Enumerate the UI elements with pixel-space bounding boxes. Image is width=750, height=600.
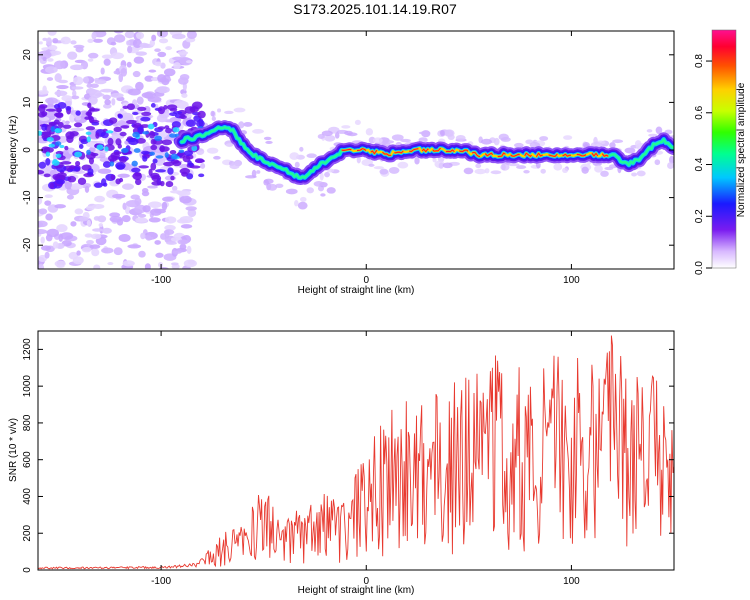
x-tick-label: -100 bbox=[151, 576, 171, 587]
colorbar-tick-label: 0.0 bbox=[694, 261, 705, 275]
y-tick-label: 800 bbox=[22, 414, 33, 431]
x-tick-label: 100 bbox=[563, 275, 580, 286]
y-tick-label: 0 bbox=[22, 567, 33, 573]
y-tick-label: -20 bbox=[22, 238, 33, 253]
y-tick-label: 10 bbox=[22, 96, 33, 108]
colorbar-tick-label: 0.8 bbox=[694, 54, 705, 68]
y-tick-label: -10 bbox=[22, 190, 33, 205]
colorbar-label: Normalized spectral amplitude bbox=[736, 82, 747, 217]
x-axis-label: Height of straight line (km) bbox=[298, 585, 415, 596]
colorbar: 0.0 0.2 0.4 0.6 0.8 Normalized spectral ampl… bbox=[694, 29, 747, 275]
y-tick-label: 400 bbox=[22, 488, 33, 505]
y-tick-label: 200 bbox=[22, 524, 33, 541]
frequency-ridge bbox=[174, 120, 674, 185]
figure-title: S173.2025.101.14.19.R07 bbox=[293, 1, 457, 17]
colorbar-tick-label: 0.6 bbox=[694, 105, 705, 119]
colorbar-tick-label: 0.2 bbox=[694, 209, 705, 223]
y-tick-label: 1000 bbox=[22, 375, 33, 398]
x-tick-label: 0 bbox=[363, 576, 369, 587]
snr-series-line bbox=[38, 335, 674, 570]
y-axis-label: Frequency (Hz) bbox=[8, 116, 19, 185]
y-tick-label: 20 bbox=[22, 49, 33, 61]
colorbar-tick-label: 0.4 bbox=[694, 157, 705, 171]
x-tick-label: -100 bbox=[151, 275, 171, 286]
y-tick-label: 600 bbox=[22, 451, 33, 468]
x-tick-label: 100 bbox=[563, 576, 580, 587]
y-axis-label: SNR (10 * v/v) bbox=[8, 418, 19, 482]
colorbar-gradient bbox=[711, 29, 737, 269]
y-tick-label: 0 bbox=[22, 147, 33, 153]
plot-frame bbox=[37, 330, 675, 571]
x-tick-label: 0 bbox=[363, 275, 369, 286]
colorbar-ticks: 0.0 0.2 0.4 0.6 0.8 bbox=[694, 54, 712, 275]
x-axis-label: Height of straight line (km) bbox=[298, 285, 415, 296]
y-tick-label: 1200 bbox=[22, 338, 33, 361]
